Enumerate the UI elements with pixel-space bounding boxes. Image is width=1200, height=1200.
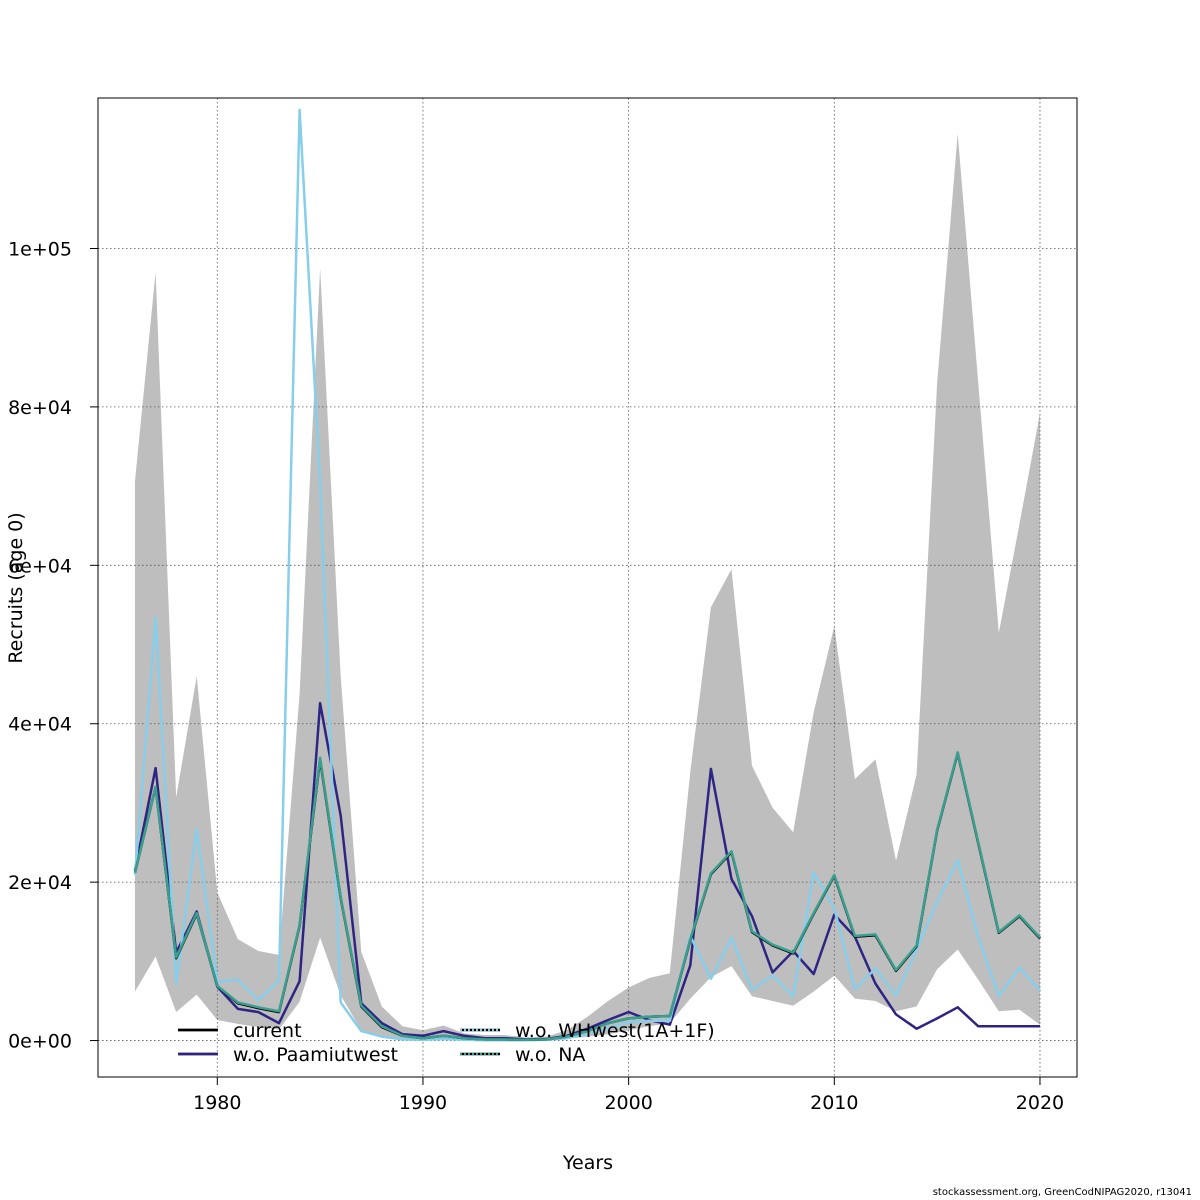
confidence-band-layer (135, 133, 1040, 1041)
x-tick-label: 1980 (193, 1092, 241, 1114)
confidence-band (135, 133, 1040, 1041)
series-line-w-o-whwest-1a-1f- (133, 108, 1041, 1042)
footer-credit: stockassessment.org, GreenCodNIPAG2020, … (932, 1187, 1192, 1198)
y-tick-label: 8e+04 (8, 397, 72, 419)
y-tick-label: 6e+04 (8, 555, 72, 577)
plot-frame (97, 97, 1078, 1078)
series-line-w-o-na (133, 751, 1041, 1042)
legend-label: current (233, 1020, 302, 1042)
x-tick-label: 2000 (604, 1092, 652, 1114)
x-tick-label: 2010 (810, 1092, 858, 1114)
series-line-w-o-paamiutwest (133, 701, 1040, 1041)
y-axis-label: Recruits (age 0) (5, 512, 27, 663)
y-tick-label: 2e+04 (8, 872, 72, 894)
series-layer (133, 108, 1041, 1042)
x-tick-label: 2020 (1016, 1092, 1064, 1114)
x-tick-label: 1990 (399, 1092, 447, 1114)
x-axis-label: Years (562, 1152, 613, 1174)
legend-label: w.o. WHwest(1A+1F) (515, 1020, 715, 1042)
grid-layer (98, 98, 1077, 1077)
legend-label: w.o. NA (515, 1044, 585, 1066)
axis-layer: 1980 1990 2000 2010 2020 0e+00 2e+04 4e+04 6e+04… (8, 238, 1064, 1114)
legend-label: w.o. Paamiutwest (233, 1044, 398, 1066)
y-tick-label: 1e+05 (8, 238, 72, 260)
y-tick-label: 4e+04 (8, 714, 72, 736)
y-tick-label: 0e+00 (8, 1031, 72, 1053)
